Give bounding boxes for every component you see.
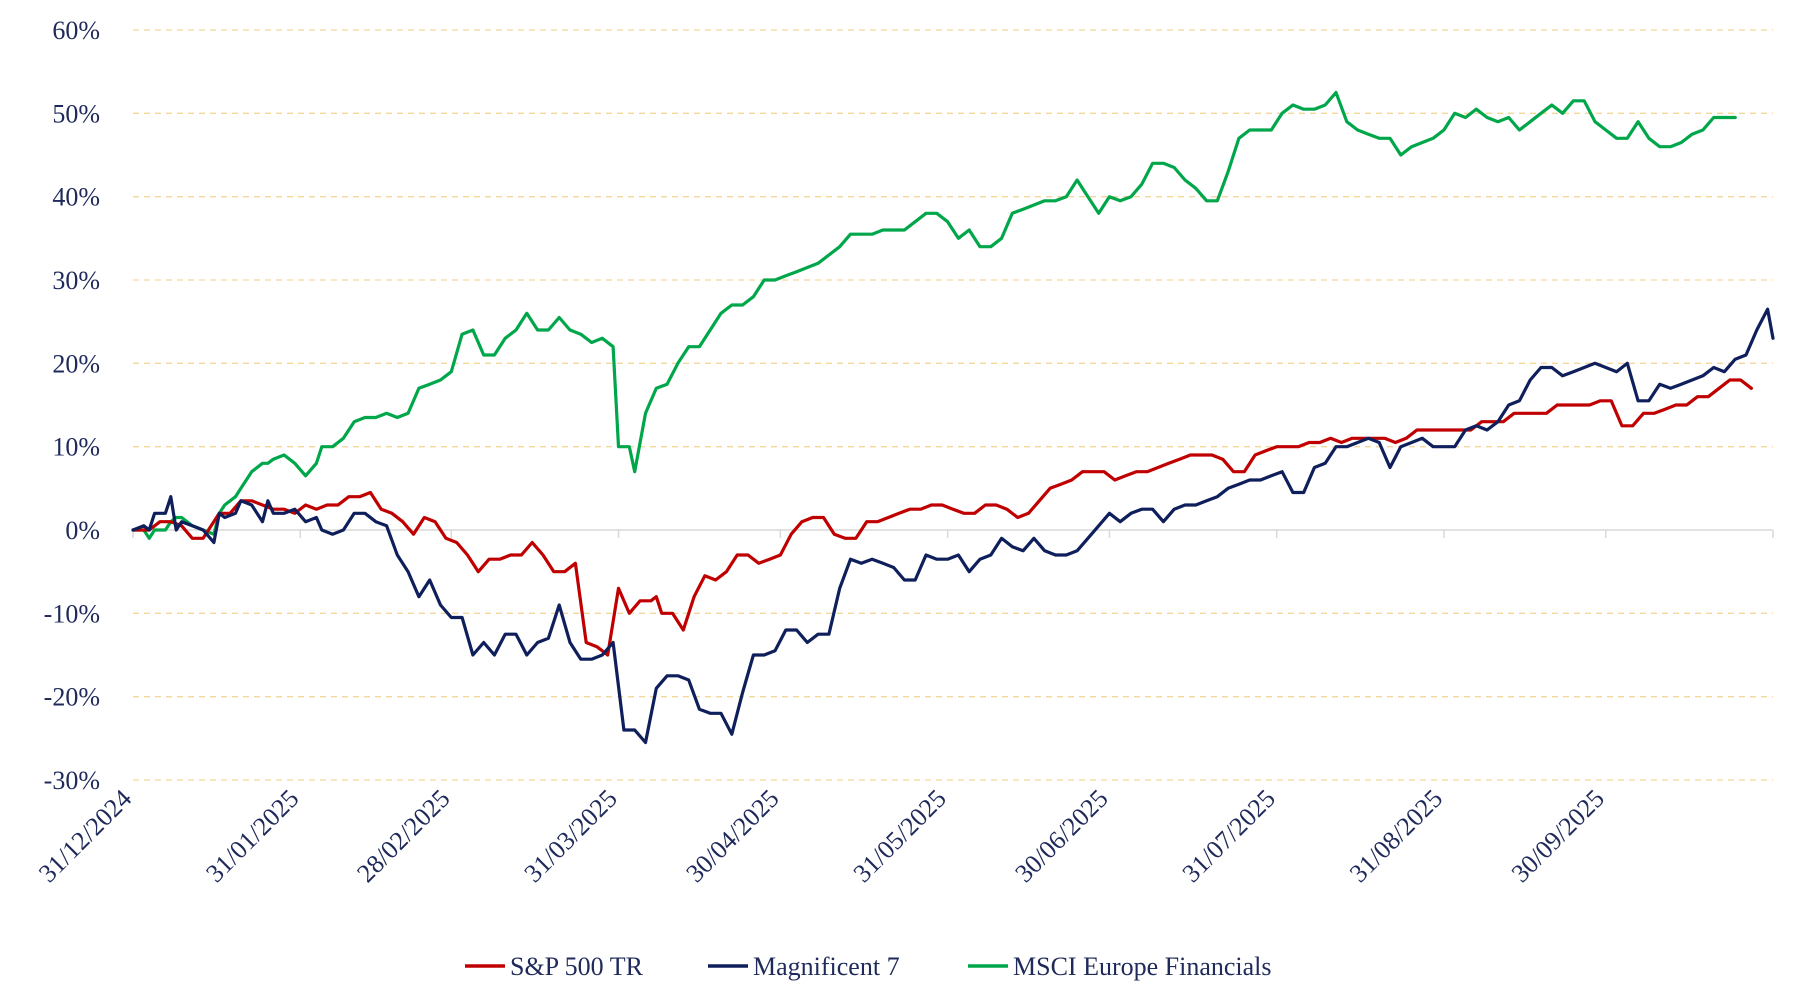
series-lines <box>131 90 1775 745</box>
y-tick-label: 50% <box>52 99 100 128</box>
legend: S&P 500 TR Magnificent 7 MSCI Europe Finan… <box>465 952 1272 981</box>
series-line-s-p-500-tr <box>131 378 1754 657</box>
x-tick-label: 31/03/2025 <box>519 784 623 888</box>
y-tick-label: -10% <box>44 599 100 628</box>
y-axis-ticks: -30% -20% -10% 0% 10% 20% 30% 40% 50% 60% <box>44 16 100 795</box>
series-line-magnificent-7 <box>131 307 1775 745</box>
x-tick-label: 31/05/2025 <box>848 784 952 888</box>
x-tick-label: 31/07/2025 <box>1177 784 1281 888</box>
x-tick-label: 31/12/2024 <box>33 784 137 888</box>
legend-label: S&P 500 TR <box>510 952 644 981</box>
y-tick-label: -20% <box>44 683 100 712</box>
y-tick-label: 30% <box>52 266 100 295</box>
x-tick-label: 31/08/2025 <box>1344 784 1448 888</box>
x-tick-label: 30/04/2025 <box>680 784 784 888</box>
x-tick-label: 30/09/2025 <box>1506 784 1610 888</box>
y-tick-label: 60% <box>52 16 100 45</box>
y-tick-label: 40% <box>52 183 100 212</box>
y-tick-label: 20% <box>52 349 100 378</box>
x-tick-label: 31/01/2025 <box>200 784 304 888</box>
x-tick-label: 28/02/2025 <box>351 784 455 888</box>
gridlines <box>133 29 1773 781</box>
x-axis: 31/12/2024 31/01/2025 28/02/2025 31/03/2025… <box>33 529 1774 888</box>
y-tick-label: 10% <box>52 433 100 462</box>
series-line-msci-europe-financials <box>131 90 1737 540</box>
legend-label: Magnificent 7 <box>753 952 900 981</box>
y-tick-label: 0% <box>65 516 100 545</box>
x-tick-label: 30/06/2025 <box>1009 784 1113 888</box>
legend-label: MSCI Europe Financials <box>1013 952 1272 981</box>
y-tick-label: -30% <box>44 766 100 795</box>
